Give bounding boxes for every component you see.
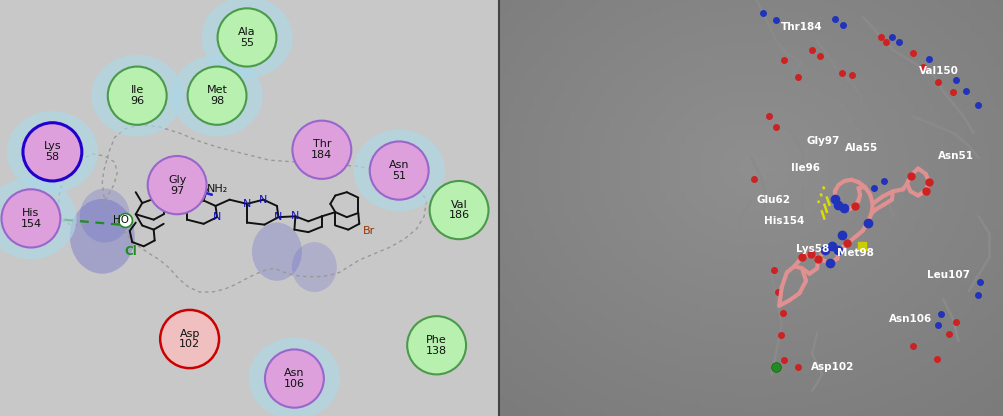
Ellipse shape (107, 67, 166, 125)
Text: His154: His154 (763, 216, 803, 226)
Ellipse shape (70, 199, 134, 274)
Text: NH₂: NH₂ (207, 184, 228, 194)
Text: Met
98: Met 98 (207, 85, 228, 106)
Text: Thr
184: Thr 184 (311, 139, 332, 160)
Ellipse shape (249, 338, 340, 416)
Ellipse shape (252, 223, 302, 281)
Ellipse shape (218, 8, 276, 67)
Text: N: N (213, 212, 221, 222)
Text: Ala
55: Ala 55 (238, 27, 256, 48)
Ellipse shape (369, 141, 428, 200)
Text: Lys58: Lys58 (795, 244, 828, 254)
Ellipse shape (265, 349, 324, 408)
Text: Asp102: Asp102 (809, 362, 854, 372)
Ellipse shape (407, 316, 465, 374)
Ellipse shape (7, 111, 98, 193)
Text: Val
186: Val 186 (448, 200, 469, 220)
Ellipse shape (188, 67, 247, 125)
Text: Asp
102: Asp 102 (179, 329, 200, 349)
Ellipse shape (91, 55, 183, 136)
Text: Ala55: Ala55 (845, 143, 878, 153)
Text: N: N (183, 203, 192, 213)
Ellipse shape (202, 0, 292, 78)
Ellipse shape (147, 156, 207, 214)
Text: Cl: Cl (124, 245, 137, 258)
Ellipse shape (23, 123, 82, 181)
Ellipse shape (429, 181, 488, 239)
Ellipse shape (1, 189, 60, 248)
Text: Lys
58: Lys 58 (43, 141, 61, 162)
Text: Gly97: Gly97 (805, 136, 840, 146)
Ellipse shape (292, 242, 336, 292)
Text: Met98: Met98 (835, 248, 873, 258)
Text: His
154: His 154 (20, 208, 41, 229)
Text: N: N (274, 212, 282, 222)
Text: Leu107: Leu107 (926, 270, 969, 280)
Text: N: N (291, 211, 299, 221)
Text: HO: HO (112, 215, 128, 225)
Ellipse shape (0, 178, 76, 259)
Ellipse shape (80, 188, 129, 243)
Text: Phe
138: Phe 138 (425, 335, 446, 356)
Ellipse shape (160, 310, 219, 368)
Text: N: N (259, 195, 268, 205)
Text: Asn
106: Asn 106 (284, 368, 305, 389)
Ellipse shape (353, 130, 444, 211)
Text: Ile96: Ile96 (790, 163, 819, 173)
Text: Thr184: Thr184 (780, 22, 822, 32)
Text: Gly
97: Gly 97 (168, 175, 187, 196)
Ellipse shape (292, 121, 351, 179)
Text: Val150: Val150 (918, 66, 958, 76)
Text: Asn
51: Asn 51 (388, 160, 409, 181)
Text: Ile
96: Ile 96 (130, 85, 144, 106)
Text: Glu62: Glu62 (756, 195, 789, 205)
Ellipse shape (172, 55, 263, 136)
Text: Br: Br (363, 226, 375, 236)
Text: Asn51: Asn51 (938, 151, 973, 161)
Text: Asn106: Asn106 (888, 314, 932, 324)
Text: N: N (243, 199, 251, 209)
